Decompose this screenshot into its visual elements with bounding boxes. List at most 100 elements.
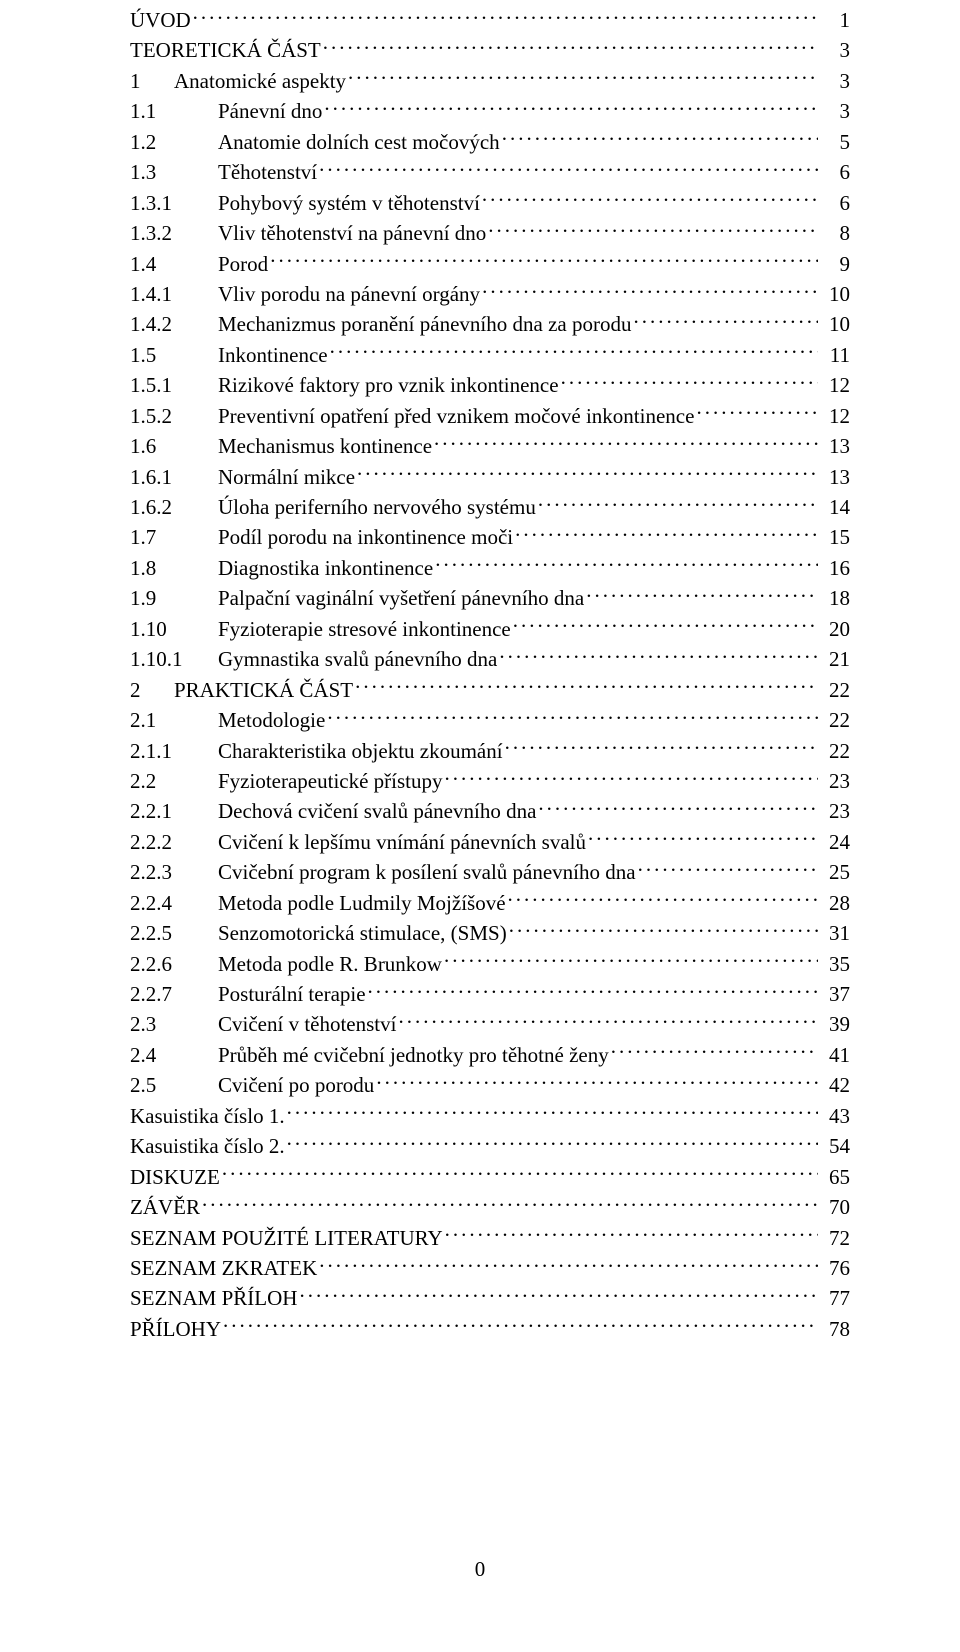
dot-leader bbox=[398, 1010, 818, 1031]
toc-entry-title: Fyzioterapie stresové inkontinence bbox=[218, 617, 511, 641]
toc-entry-label: SEZNAM POUŽITÉ LITERATURY bbox=[130, 1223, 445, 1253]
toc-entry-number: 1.3.1 bbox=[130, 188, 218, 218]
toc-entry-title: Anatomie dolních cest močových bbox=[218, 130, 500, 154]
toc-entry-number: 2.2.4 bbox=[130, 888, 218, 918]
toc-entry-page: 3 bbox=[818, 66, 850, 96]
toc-entry-page: 6 bbox=[818, 188, 850, 218]
toc-entry-page: 21 bbox=[818, 644, 850, 674]
toc-entry-label: Kasuistika číslo 2. bbox=[130, 1131, 287, 1161]
toc-entry-number: 1 bbox=[130, 66, 174, 96]
toc-entry-title: Diagnostika inkontinence bbox=[218, 556, 433, 580]
toc-row: ZÁVĚR70 bbox=[130, 1192, 850, 1222]
toc-entry-page: 54 bbox=[818, 1131, 850, 1161]
toc-entry-title: Průběh mé cvičební jednotky pro těhotné … bbox=[218, 1043, 609, 1067]
toc-entry-label: Kasuistika číslo 1. bbox=[130, 1101, 287, 1131]
dot-leader bbox=[586, 584, 818, 605]
toc-entry-page: 3 bbox=[818, 35, 850, 65]
toc-entry-number: 2.2 bbox=[130, 766, 218, 796]
toc-entry-label: 2.2.7Posturální terapie bbox=[130, 979, 368, 1009]
dot-leader bbox=[482, 189, 818, 210]
toc-row: 1.6.1Normální mikce13 bbox=[130, 462, 850, 492]
toc-entry-label: ZÁVĚR bbox=[130, 1192, 202, 1222]
toc-entry-title: Cvičení k lepšímu vnímání pánevních sval… bbox=[218, 830, 586, 854]
toc-entry-title: PRAKTICKÁ ČÁST bbox=[174, 678, 353, 702]
dot-leader bbox=[505, 737, 818, 758]
toc-entry-number: 2.2.7 bbox=[130, 979, 218, 1009]
page: ÚVOD 1TEORETICKÁ ČÁST31Anatomické aspekty… bbox=[0, 0, 960, 1652]
toc-entry-page: 6 bbox=[818, 157, 850, 187]
toc-entry-label: 2.2.1Dechová cvičení svalů pánevního dna bbox=[130, 796, 538, 826]
toc-row: 2.3Cvičení v těhotenství39 bbox=[130, 1009, 850, 1039]
toc-row: 2PRAKTICKÁ ČÁST22 bbox=[130, 675, 850, 705]
toc-entry-number: 2.2.5 bbox=[130, 918, 218, 948]
toc-entry-number: 1.7 bbox=[130, 522, 218, 552]
toc-entry-page: 23 bbox=[818, 766, 850, 796]
toc-entry-label: 2.4Průběh mé cvičební jednotky pro těhot… bbox=[130, 1040, 611, 1070]
toc-entry-page: 35 bbox=[818, 949, 850, 979]
toc-entry-page: 12 bbox=[818, 370, 850, 400]
toc-row: 1.10Fyzioterapie stresové inkontinence20 bbox=[130, 614, 850, 644]
toc-entry-page: 22 bbox=[818, 675, 850, 705]
toc-entry-page: 37 bbox=[818, 979, 850, 1009]
dot-leader bbox=[499, 645, 818, 666]
toc-entry-title: Mechanizmus poranění pánevního dna za po… bbox=[218, 312, 631, 336]
dot-leader bbox=[270, 250, 818, 271]
toc-row: TEORETICKÁ ČÁST3 bbox=[130, 35, 850, 65]
toc-entry-label: 1.8Diagnostika inkontinence bbox=[130, 553, 435, 583]
toc-entry-title: Těhotenství bbox=[218, 160, 317, 184]
toc-entry-number: 2.1.1 bbox=[130, 736, 218, 766]
toc-entry-label: 1.3.2Vliv těhotenství na pánevní dno bbox=[130, 218, 488, 248]
toc-entry-title: SEZNAM ZKRATEK bbox=[130, 1256, 317, 1280]
toc-entry-number: 1.6.2 bbox=[130, 492, 218, 522]
toc-entry-title: Pohybový systém v těhotenství bbox=[218, 191, 480, 215]
toc-entry-title: Dechová cvičení svalů pánevního dna bbox=[218, 799, 536, 823]
toc-entry-page: 31 bbox=[818, 918, 850, 948]
toc-entry-title: ZÁVĚR bbox=[130, 1195, 200, 1219]
toc-entry-label: 1.6.1Normální mikce bbox=[130, 462, 357, 492]
toc-entry-label: ÚVOD bbox=[130, 5, 193, 35]
toc-entry-label: 2.2.4Metoda podle Ludmily Mojžíšové bbox=[130, 888, 508, 918]
toc-entry-page: 28 bbox=[818, 888, 850, 918]
toc-entry-number: 2.5 bbox=[130, 1070, 218, 1100]
toc-row: 1.3.1Pohybový systém v těhotenství 6 bbox=[130, 188, 850, 218]
toc-entry-label: 2.1.1Charakteristika objektu zkoumání bbox=[130, 736, 505, 766]
toc-entry-label: SEZNAM ZKRATEK bbox=[130, 1253, 319, 1283]
dot-leader bbox=[319, 158, 818, 179]
toc-row: 1.8Diagnostika inkontinence16 bbox=[130, 553, 850, 583]
toc-entry-title: Vliv porodu na pánevní orgány bbox=[218, 282, 480, 306]
toc-entry-title: Senzomotorická stimulace, (SMS) bbox=[218, 921, 507, 945]
dot-leader bbox=[611, 1041, 818, 1062]
toc-row: 1.3.2Vliv těhotenství na pánevní dno8 bbox=[130, 218, 850, 248]
toc-entry-page: 39 bbox=[818, 1009, 850, 1039]
toc-entry-page: 78 bbox=[818, 1314, 850, 1344]
toc-entry-title: SEZNAM PŘÍLOH bbox=[130, 1286, 297, 1310]
toc-entry-number: 2.4 bbox=[130, 1040, 218, 1070]
toc-entry-page: 41 bbox=[818, 1040, 850, 1070]
toc-entry-number: 1.8 bbox=[130, 553, 218, 583]
toc-entry-title: Normální mikce bbox=[218, 465, 355, 489]
dot-leader bbox=[323, 36, 818, 57]
dot-leader bbox=[434, 432, 818, 453]
toc-entry-label: 1.4.1Vliv porodu na pánevní orgány bbox=[130, 279, 482, 309]
toc-entry-title: Inkontinence bbox=[218, 343, 328, 367]
toc-entry-label: 2.2.3Cvičební program k posílení svalů p… bbox=[130, 857, 638, 887]
toc-entry-number: 1.1 bbox=[130, 96, 218, 126]
toc-entry-label: 1.10.1Gymnastika svalů pánevního dna bbox=[130, 644, 499, 674]
toc-entry-title: Kasuistika číslo 1. bbox=[130, 1104, 285, 1128]
toc-entry-page: 25 bbox=[818, 857, 850, 887]
toc-entry-label: 1Anatomické aspekty bbox=[130, 66, 348, 96]
dot-leader bbox=[319, 1254, 818, 1275]
toc-entry-title: Pánevní dno bbox=[218, 99, 322, 123]
toc-entry-title: Metodologie bbox=[218, 708, 325, 732]
toc-entry-page: 42 bbox=[818, 1070, 850, 1100]
dot-leader bbox=[488, 219, 818, 240]
toc-row: 1.5Inkontinence11 bbox=[130, 340, 850, 370]
toc-entry-number: 1.10.1 bbox=[130, 644, 218, 674]
dot-leader bbox=[223, 1315, 818, 1336]
toc-row: 2.2.4Metoda podle Ludmily Mojžíšové 28 bbox=[130, 888, 850, 918]
toc-row: 2.2.6Metoda podle R. Brunkow35 bbox=[130, 949, 850, 979]
toc-row: 1.5.2Preventivní opatření před vznikem m… bbox=[130, 401, 850, 431]
toc-row: SEZNAM POUŽITÉ LITERATURY72 bbox=[130, 1223, 850, 1253]
toc-entry-label: 2.1Metodologie bbox=[130, 705, 327, 735]
dot-leader bbox=[376, 1071, 818, 1092]
